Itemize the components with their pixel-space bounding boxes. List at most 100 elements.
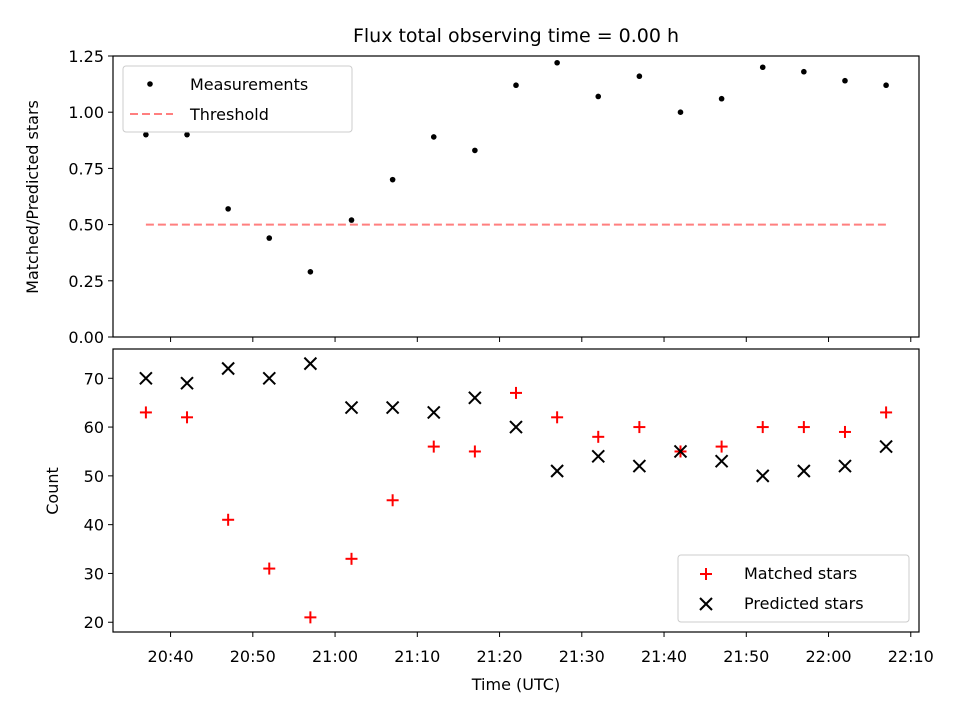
- predicted-star-point: [221, 361, 235, 376]
- matched-star-point: [592, 430, 605, 443]
- x-tick-label: 21:40: [641, 647, 687, 666]
- matched-star-point: [633, 421, 646, 434]
- matched-star-point: [756, 421, 769, 434]
- y-tick-label: 1.00: [68, 103, 104, 122]
- x-tick-label: 20:40: [148, 647, 194, 666]
- matched-star-point: [797, 421, 810, 434]
- measurement-point: [842, 77, 848, 84]
- predicted-star-point: [468, 391, 482, 405]
- measurement-point: [554, 59, 560, 66]
- measurement-point: [718, 95, 725, 102]
- measurement-point: [225, 206, 231, 212]
- matched-star-point: [139, 406, 152, 419]
- y-tick-label: 0.00: [68, 328, 104, 347]
- measurement-point: [513, 82, 519, 89]
- matched-star-point: [222, 513, 235, 526]
- y-tick-label: 30: [84, 564, 104, 583]
- top-y-ticks: 0.00 0.25 0.50 0.75 1.00 1.25: [68, 47, 113, 347]
- measurement-point: [307, 269, 314, 275]
- y-tick-label: 60: [84, 418, 104, 437]
- predicted-star-point: [797, 464, 811, 478]
- predicted-star-point: [756, 469, 770, 483]
- legend-threshold-label: Threshold: [189, 105, 269, 124]
- measurement-point: [883, 82, 889, 89]
- matched-star-point: [427, 440, 440, 453]
- predicted-star-point: [673, 444, 688, 459]
- matched-star-point: [838, 425, 851, 438]
- chart-title: Flux total observing time = 0.00 h: [353, 25, 679, 47]
- top-legend-box: [122, 65, 353, 133]
- y-tick-label: 0.50: [68, 216, 104, 235]
- top-marks: [143, 59, 889, 275]
- predicted-star-point: [427, 405, 441, 420]
- x-tick-label: 21:30: [559, 647, 605, 666]
- bottom-y-axis-label: Count: [43, 467, 62, 515]
- predicted-star-point: [344, 400, 359, 415]
- measurement-point: [472, 147, 478, 154]
- legend-measurements-marker: [147, 81, 153, 87]
- x-tick-label: 22:00: [805, 647, 851, 666]
- bottom-marks: [139, 356, 893, 624]
- predicted-star-point: [509, 420, 523, 434]
- x-tick-label: 20:50: [230, 647, 276, 666]
- x-tick-label: 22:10: [888, 647, 934, 666]
- y-tick-label: 0.25: [68, 272, 104, 291]
- predicted-star-point: [591, 449, 605, 464]
- x-tick-label: 21:00: [312, 647, 358, 666]
- matched-star-point: [263, 562, 276, 575]
- x-axis-label: Time (UTC): [471, 675, 560, 694]
- predicted-star-point: [180, 376, 194, 390]
- measurement-point: [801, 68, 807, 75]
- x-tick-label: 21:10: [394, 647, 440, 666]
- bottom-x-ticks: 20:40 20:50 21:00 21:10 21:20 21:30 21:40 21:50…: [148, 632, 934, 666]
- measurement-point: [759, 64, 766, 71]
- measurement-point: [677, 109, 684, 115]
- predicted-star-point: [385, 400, 400, 415]
- predicted-star-point: [879, 439, 893, 454]
- bottom-panel: 20 30 40 50 60 70 20:40 20:50 21:00 21:10 21:20 21…: [43, 348, 934, 694]
- measurement-point: [184, 131, 190, 138]
- x-tick-label: 21:50: [723, 647, 769, 666]
- matched-star-point: [880, 406, 893, 419]
- matched-star-point: [386, 494, 399, 507]
- matched-star-point: [181, 411, 194, 424]
- measurement-point: [348, 217, 355, 223]
- bottom-legend: Matched stars Predicted stars: [677, 554, 910, 623]
- measurement-point: [636, 73, 643, 80]
- top-panel: 0.00 0.25 0.50 0.75 1.00 1.25 Matched/Predict…: [23, 47, 920, 347]
- top-legend: Measurements Threshold: [122, 65, 353, 133]
- predicted-star-point: [139, 371, 153, 385]
- y-tick-label: 50: [84, 467, 104, 486]
- measurement-point: [430, 134, 437, 140]
- y-tick-label: 20: [84, 613, 104, 632]
- matched-star-point: [468, 445, 481, 458]
- measurement-point: [143, 131, 149, 138]
- top-x-ticks: [170, 337, 912, 342]
- legend-measurements-label: Measurements: [190, 75, 308, 94]
- bottom-axes-frame: [112, 348, 920, 633]
- matched-star-point: [715, 440, 728, 453]
- predicted-star-point: [262, 371, 276, 385]
- legend-matched-marker: [700, 568, 712, 580]
- predicted-star-point: [632, 459, 647, 473]
- legend-predicted-marker: [699, 597, 713, 611]
- matched-star-point: [551, 411, 564, 424]
- predicted-star-point: [550, 464, 564, 478]
- y-tick-label: 40: [84, 516, 104, 535]
- legend-matched-label: Matched stars: [744, 564, 857, 583]
- matched-star-point: [510, 386, 522, 399]
- matched-star-point: [345, 552, 358, 565]
- measurement-point: [595, 93, 602, 100]
- predicted-star-point: [714, 454, 729, 468]
- measurement-point: [266, 235, 273, 241]
- top-axes-frame: [112, 55, 920, 338]
- legend-predicted-label: Predicted stars: [744, 594, 864, 613]
- matched-star-point: [304, 611, 317, 624]
- predicted-star-point: [838, 459, 852, 473]
- y-tick-label: 1.25: [68, 47, 104, 66]
- top-y-axis-label: Matched/Predicted stars: [23, 100, 42, 294]
- measurement-point: [389, 176, 396, 183]
- y-tick-label: 70: [84, 369, 104, 388]
- bottom-y-ticks: 20 30 40 50 60 70: [84, 369, 113, 632]
